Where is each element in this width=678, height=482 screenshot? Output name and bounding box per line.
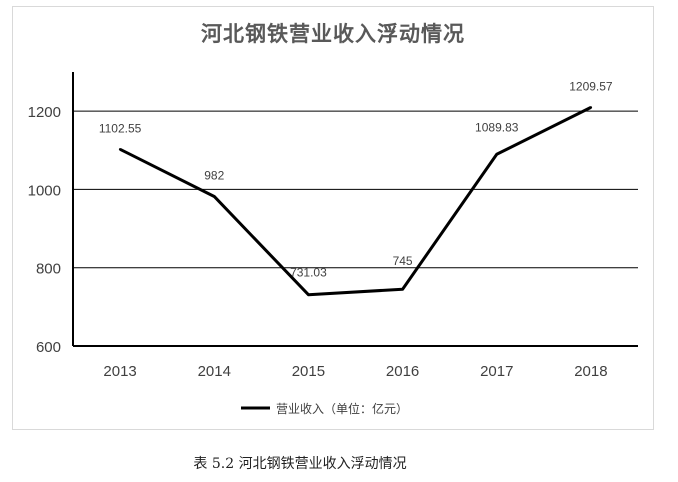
figure-caption: 表 5.2 河北钢铁营业收入浮动情况 xyxy=(193,456,407,472)
legend-label: 营业收入（单位：亿元） xyxy=(276,401,408,416)
data-label: 982 xyxy=(204,168,224,182)
x-tick-label: 2013 xyxy=(103,363,136,380)
data-label: 1089.83 xyxy=(475,120,519,134)
data-point xyxy=(589,106,593,109)
x-tick-label: 2016 xyxy=(386,363,419,380)
x-tick-label: 2018 xyxy=(574,363,607,380)
data-label: 1102.55 xyxy=(99,121,142,135)
data-point xyxy=(307,293,310,296)
data-point xyxy=(118,148,122,151)
x-tick-label: 2017 xyxy=(480,363,513,380)
data-label: 731.03 xyxy=(290,266,327,280)
y-tick-label: 600 xyxy=(36,339,61,356)
y-tick-label: 800 xyxy=(36,261,61,278)
chart-title: 河北钢铁营业收入浮动情况 xyxy=(201,21,465,46)
data-point xyxy=(401,288,404,291)
y-tick-label: 1200 xyxy=(28,104,61,121)
y-tick-label: 1000 xyxy=(28,182,61,199)
data-label: 1209.57 xyxy=(569,79,613,93)
data-point xyxy=(213,195,216,198)
data-point xyxy=(495,153,498,156)
data-label: 745 xyxy=(393,254,413,268)
chart-frame xyxy=(12,6,654,430)
x-tick-label: 2015 xyxy=(292,363,325,380)
x-tick-label: 2014 xyxy=(198,363,231,380)
series-line xyxy=(119,106,592,297)
